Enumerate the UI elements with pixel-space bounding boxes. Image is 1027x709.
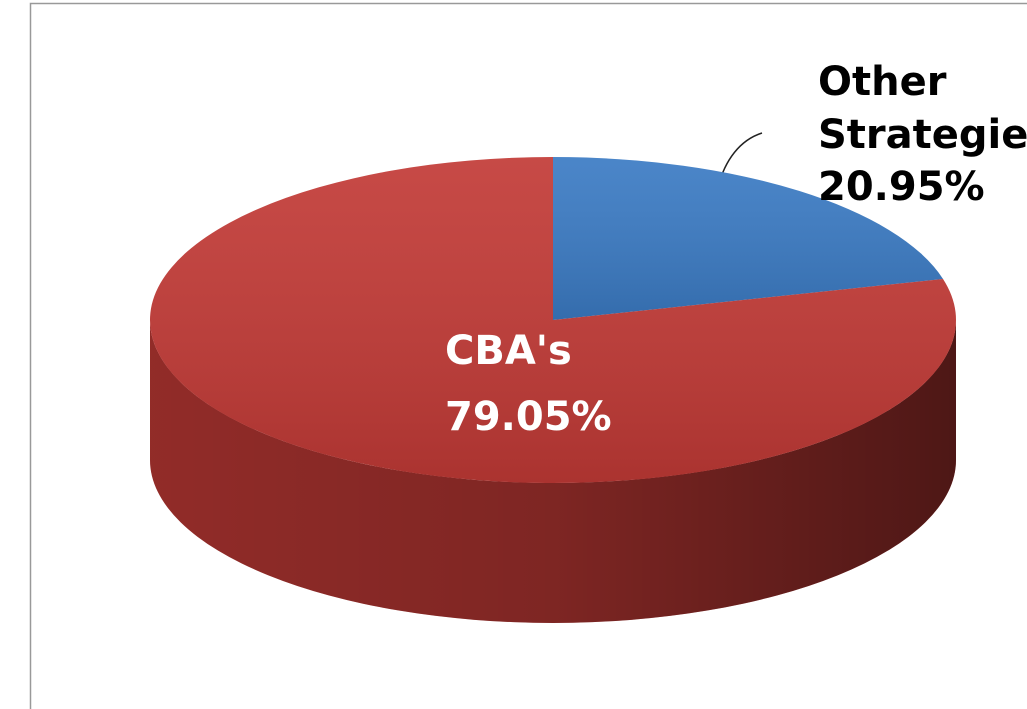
value-label: 20.95% (818, 164, 985, 210)
labels: OtherStrategies 20.95% CBA's 79.05% (445, 59, 1027, 440)
slice-shade (553, 157, 944, 320)
category-label: CBA's (445, 328, 572, 374)
category-label: OtherStrategies (818, 59, 1027, 158)
value-label: 79.05% (445, 394, 612, 440)
pie (149, 157, 957, 623)
slice-shade (149, 157, 957, 483)
slice-side-shade (150, 320, 956, 623)
